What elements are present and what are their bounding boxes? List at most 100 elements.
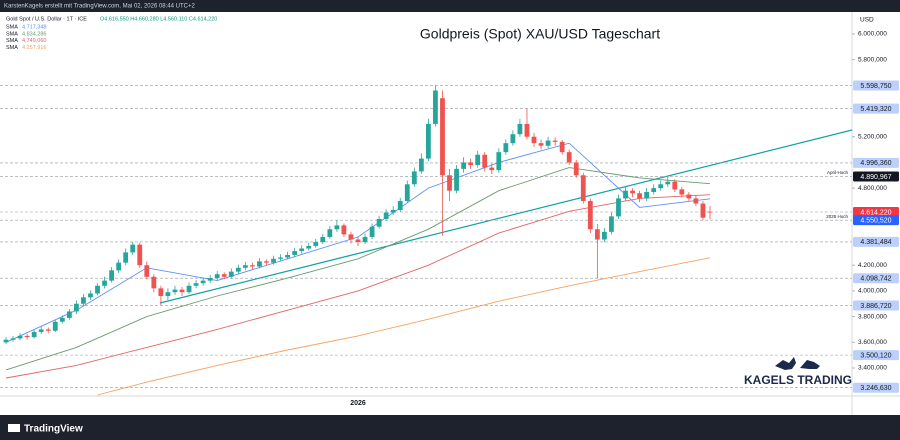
candle-body — [482, 154, 488, 168]
price-label: 4.381,484 — [860, 239, 891, 246]
y-tick-label: 3.800,000 — [858, 313, 887, 320]
candle-body — [362, 236, 368, 243]
candle-body — [376, 218, 382, 227]
candle-body — [559, 141, 565, 153]
candle-body — [186, 285, 192, 293]
price-label-box — [853, 157, 899, 168]
candle-body — [137, 244, 143, 266]
candle-body — [573, 162, 579, 176]
legend-value: 4.717,348 — [22, 24, 46, 30]
price-label-box — [853, 103, 899, 114]
legend-name: SMA — [6, 45, 18, 51]
candle-body — [250, 265, 255, 267]
author-line: KarstenKagels erstellt mit TradingView.c… — [4, 4, 195, 10]
candle-body — [116, 262, 122, 271]
price-label: 4.996,360 — [860, 160, 891, 167]
candle-body — [66, 311, 72, 318]
price-label-box — [853, 273, 899, 284]
candle-body — [644, 191, 650, 199]
legend-value: 4.834,286 — [22, 31, 46, 37]
candle-body — [74, 303, 79, 312]
candle-body — [468, 162, 474, 166]
price-label-box — [853, 171, 899, 182]
candle-body — [580, 175, 586, 201]
candle-body — [292, 251, 298, 255]
price-label: 4.550,520 — [860, 218, 891, 225]
candle-body — [623, 190, 628, 199]
candle-body — [257, 261, 262, 267]
candle-body — [207, 278, 213, 281]
candle-body — [461, 162, 466, 169]
candle-body — [130, 244, 136, 253]
candle-body — [59, 317, 65, 322]
brand: TradingView — [24, 424, 83, 435]
price-label-box — [853, 382, 899, 393]
trend-line — [159, 129, 853, 304]
candle-body — [123, 252, 129, 263]
candle-body — [545, 140, 551, 146]
candle-body — [383, 212, 389, 219]
y-tick-label: 4.000,000 — [858, 288, 887, 295]
candle-body — [672, 181, 678, 190]
y-tick-label: 5.800,000 — [858, 56, 887, 63]
candle-body — [390, 209, 396, 213]
candle-body — [200, 280, 206, 284]
candle-body — [693, 198, 699, 204]
candle-body — [538, 143, 544, 146]
candle-body — [665, 181, 671, 185]
logo: KAGELS TRADING — [744, 357, 852, 387]
candle-body — [679, 189, 685, 195]
candle-body — [299, 248, 305, 252]
candle-body — [510, 134, 516, 144]
candle-body — [10, 338, 16, 340]
candle-body — [566, 152, 572, 163]
candle-body — [651, 188, 657, 192]
candle-body — [454, 168, 459, 191]
candle-body — [3, 339, 9, 343]
y-tick-label: 4.800,000 — [858, 185, 887, 192]
candle-body — [341, 225, 347, 235]
candle-body — [637, 193, 642, 199]
candle-body — [489, 167, 495, 171]
candle-body — [38, 329, 44, 333]
candle-body — [447, 175, 452, 191]
price-label: 4.890,967 — [860, 174, 891, 181]
ohlc-legend: O4.616,550 H4.660,280 L4.560,110 C4.614,… — [100, 16, 217, 22]
candle-body — [594, 229, 600, 240]
candle-body — [426, 123, 431, 159]
price-label: 4.614,220 — [860, 209, 891, 216]
candle-body — [172, 289, 178, 293]
candle-body — [475, 154, 481, 166]
y-tick-label: 5.200,000 — [858, 133, 887, 140]
candle-body — [165, 292, 171, 297]
candle-body — [686, 194, 692, 199]
bull-icon — [775, 357, 796, 370]
candle-body — [193, 283, 199, 286]
price-label: 4.098,742 — [860, 276, 891, 283]
candle-body — [418, 158, 424, 172]
candle-body — [348, 234, 354, 240]
candle-body — [503, 143, 509, 153]
candle-body — [531, 136, 537, 144]
footer: TradingView — [8, 424, 83, 435]
candle-body — [271, 258, 276, 263]
candle-body — [144, 265, 150, 277]
y-tick-label: 4.200,000 — [858, 262, 887, 269]
candle-body — [369, 226, 375, 237]
candle-body — [609, 216, 614, 232]
price-label-box — [853, 236, 899, 247]
candle-body — [355, 239, 361, 243]
candle-body — [334, 225, 340, 230]
candle-body — [707, 211, 713, 213]
legend-name: SMA — [6, 24, 18, 30]
candle-body — [496, 152, 502, 171]
candle-body — [602, 231, 607, 240]
candle-body — [658, 184, 664, 189]
candle-body — [616, 198, 621, 217]
price-label: 5.419,320 — [860, 106, 891, 113]
candle-body — [88, 293, 93, 298]
candle-body — [17, 335, 23, 339]
candle-body — [404, 184, 410, 201]
